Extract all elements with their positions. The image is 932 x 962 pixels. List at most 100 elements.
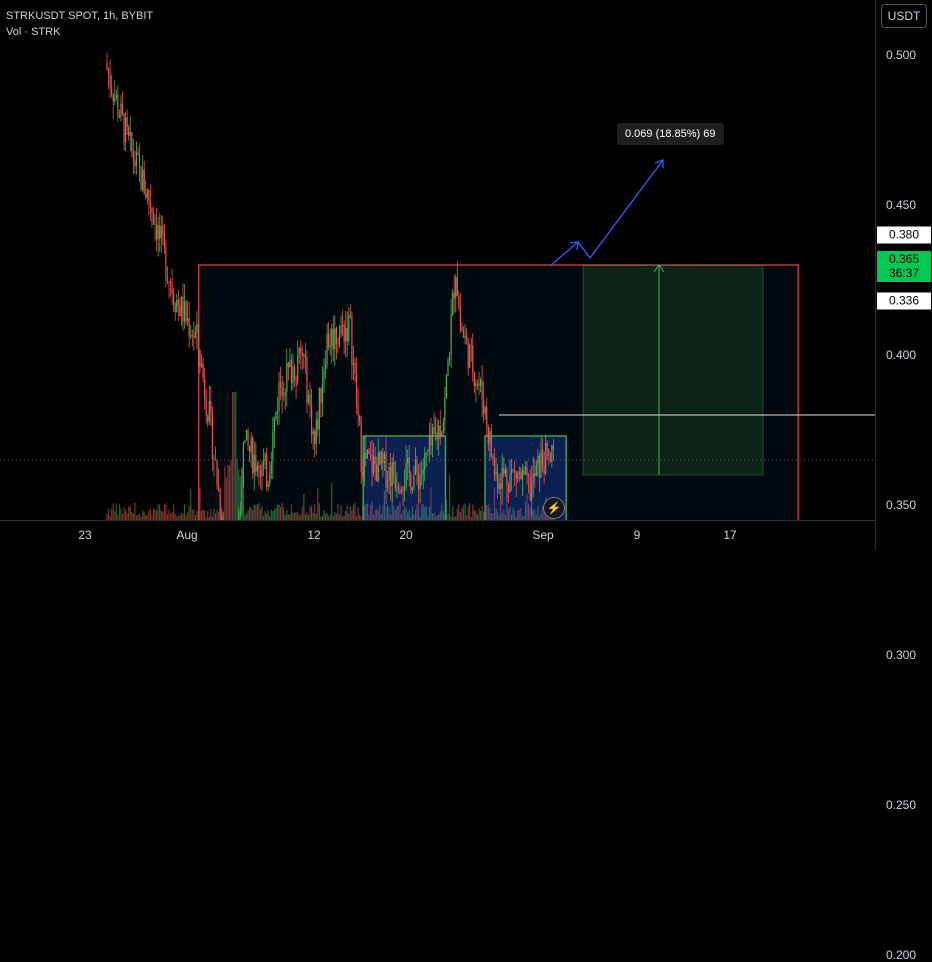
candle-body [318,387,320,430]
candle-body [523,470,525,475]
volume-bar [236,458,238,520]
volume-bar [162,511,164,520]
candle-body [190,335,192,337]
volume-bar [207,510,209,520]
chart-area[interactable]: STRKUSDT SPOT, 1h, BYBIT Vol · STRK 0.06… [0,0,875,520]
volume-bar [300,514,302,520]
volume-bar [227,465,229,520]
volume-bar [335,513,337,520]
candle-body [354,362,356,374]
volume-bar [154,509,156,520]
candle-body [427,451,429,453]
candle-body [286,363,288,393]
projection-arrow [549,159,664,267]
candle-body [352,362,355,365]
candle-body [134,160,136,167]
candle-body [369,453,372,455]
candle-body [442,421,444,432]
candle-body [255,454,257,472]
volume-bar [537,505,539,520]
candle-body [362,471,364,477]
candle-body [431,427,434,446]
candle-body [481,379,483,400]
price-chart[interactable] [0,0,875,520]
candle-body [490,431,492,457]
countdown-label: 36:37 [888,266,920,280]
volume-bar [171,511,173,520]
volume-bar [365,503,367,520]
measure-arrow-head [653,264,665,273]
volume-bar [168,509,170,520]
volume-bar [137,514,139,520]
candle-body [493,458,496,476]
volume-bar [355,515,358,520]
candle-body [324,364,327,370]
volume-bar [165,503,167,520]
candle-body [293,367,296,380]
volume-bar [331,482,333,520]
candle-body [315,419,317,444]
candle-body [247,429,249,446]
symbol-title[interactable]: STRKUSDT SPOT, 1h, BYBIT [6,10,154,22]
candle-body [478,383,480,386]
volume-bar [121,513,124,520]
candle-body [269,473,271,484]
candle-body [250,437,252,453]
volume-bar [473,509,475,520]
volume-bar [481,505,483,520]
candle-body [408,457,410,473]
candle-body [146,189,148,198]
time-tick-label: 17 [723,528,737,542]
candle-body [193,336,195,338]
candle-body [132,151,134,161]
candle-body [140,166,142,190]
volume-bar [252,509,254,520]
candle-body [390,466,392,487]
volume-bar [109,515,111,520]
candle-body [289,360,291,368]
volume-bar [295,512,297,520]
candle-body [444,397,446,422]
candle-body [472,345,474,373]
candle-body [221,516,223,520]
currency-button[interactable]: USDT [881,4,927,28]
volume-bar [400,514,403,520]
volume-bar [230,459,232,520]
volume-indicator-label[interactable]: Vol · STRK [6,26,61,38]
volume-bar [199,487,201,520]
candle-body [270,462,272,474]
volume-bar [228,465,231,520]
candle-body [380,452,382,465]
volume-bar [345,510,347,520]
volume-bar [218,512,220,520]
time-scale[interactable]: 23 Aug 12 20 Sep 9 17 [0,520,875,551]
volume-bar [276,504,279,520]
candle-body [120,103,122,118]
price-tick-label: 0.500 [886,48,917,62]
candle-body [407,457,409,464]
volume-bar [283,507,285,520]
volume-bar [117,514,119,520]
volume-bar [214,513,217,520]
candle-body [239,511,241,515]
price-scale[interactable]: USDT 0.500 0.450 0.400 0.350 0.300 0.250 0.200… [875,0,932,962]
volume-bar [338,514,341,520]
candle-body [187,318,189,322]
candle-body [326,333,328,365]
volume-bar [472,504,474,520]
candle-body [360,421,362,472]
volume-bar [180,513,182,520]
volume-bar [262,516,265,520]
candle-body [417,472,420,490]
candle-body [168,281,170,282]
volume-bar [148,510,150,520]
candle-body [152,212,155,225]
candle-body [340,325,342,335]
candle-body [528,475,530,477]
volume-bar [388,507,390,520]
volume-bar [528,503,530,520]
volume-bar [120,508,122,520]
lightning-icon[interactable]: ⚡ [543,497,565,519]
volume-bar [169,513,172,520]
volume-bar [507,508,510,520]
